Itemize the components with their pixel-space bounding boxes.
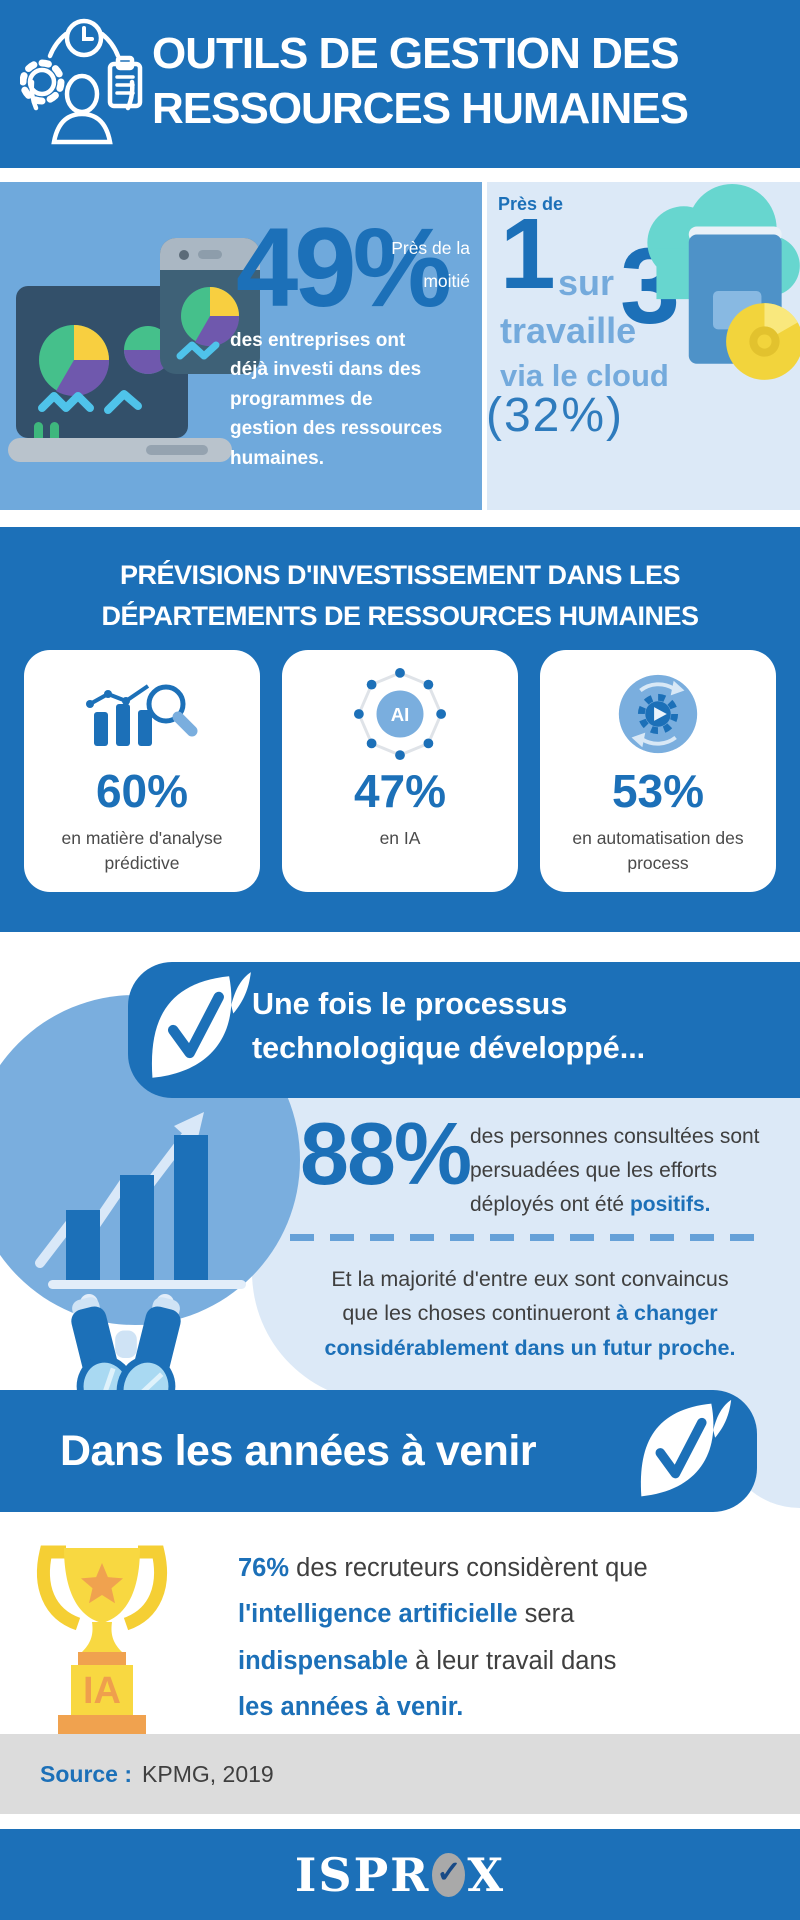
stat-49-description: des entreprises ont déjà investi dans de… [230,326,480,473]
stat-76-value: 76% [238,1554,290,1582]
majority-line3-bold: considérablement dans un futur proche. [324,1335,736,1360]
card-analyse-predictive: 60% en matière d'analyse prédictive [24,650,260,892]
futur-line2-text: sera [517,1600,575,1629]
processus-banner-line1: Une fois le processus [252,987,568,1021]
stat-49-value: 49% [236,205,452,330]
futur-paragraph: 76% des recruteurs considèrent que l'int… [238,1545,790,1731]
futur-line1-text: des recruteurs considèrent que [289,1554,648,1582]
card-value: 47% [353,765,447,817]
processus-banner-line2: technologique développé... [252,1031,646,1066]
hr-tools-icon [20,18,143,145]
card-icon-slot [611,660,705,768]
futur-line2: l'intelligence artificielle sera [238,1591,790,1637]
page-title: OUTILS DE GESTION DES RESSOURCES HUMAINE… [152,26,792,136]
card-automatisation: 53% en automatisation des process [540,650,776,892]
predictive-analytics-icon [86,684,198,746]
checkmark-leaf-icon [640,1399,732,1497]
brand-left: ISPR [294,1847,431,1902]
cloud-stat-sur: sur [558,262,615,303]
check-o-icon: ✓ [432,1852,466,1897]
stat-49-note-line2: moitié [423,271,470,292]
stat-88-desc-line3: déployés ont été positifs. [470,1188,790,1222]
stat-88-desc-bold: positifs. [629,1193,711,1217]
stat-49-note-line1: Près de la [391,238,470,258]
ai-icon-label: AI [391,704,410,725]
header-band: OUTILS DE GESTION DES RESSOURCES HUMAINE… [0,0,800,168]
majority-line2-normal: que les choses continueront [342,1301,617,1326]
card-icon-slot [81,660,203,768]
source-band: Source : KPMG, 2019 [0,1734,800,1814]
futur-line3: indispensable à leur travail dans [238,1638,790,1684]
futur-line2-bold: l'intelligence artificielle [238,1600,518,1629]
growth-chart-illustration [35,1112,246,1324]
previsions-section: PRÉVISIONS D'INVESTISSEMENT DANS LES DÉP… [0,527,800,932]
card-value: 60% [95,765,189,817]
previsions-title-line1: PRÉVISIONS D'INVESTISSEMENT DANS LES [119,560,681,590]
stat-49-desc-line: programmes de [230,388,373,410]
card-icon-slot: AI [353,660,447,768]
previsions-title: PRÉVISIONS D'INVESTISSEMENT DANS LES DÉP… [0,555,800,636]
stat-88-desc-line1: des personnes consultées sont [470,1125,760,1148]
trophy-label: IA [83,1670,121,1712]
source-label: Source : [40,1760,133,1787]
stat-88-value: 88% [300,1104,472,1203]
trophy-icon: IA [36,1545,168,1737]
previsions-title-line2: DÉPARTEMENTS DE RESSOURCES HUMAINES [101,600,699,631]
stat-49-note: Près de la moitié [378,232,470,299]
footer-band: ISPR ✓ X [0,1829,800,1920]
card-value: 53% [611,765,705,817]
cloud-book-cd-illustration [647,184,800,380]
checkmark-leaf-icon [151,972,251,1078]
majority-line2-bold: à changer [616,1301,718,1326]
futur-line3-text: à leur travail dans [408,1646,617,1675]
cloud-stat-travaille: travaille [500,310,637,351]
card-label: en matière d'analyse prédictive [61,828,223,874]
futur-line1: 76% des recruteurs considèrent que [238,1545,790,1591]
majority-paragraph: Et la majorité d'entre eux sont convainc… [288,1262,772,1365]
cloud-stat-numerator: 1 [500,198,556,310]
process-automation-icon [618,674,698,754]
isprox-logo: ISPR ✓ X [295,1848,505,1902]
cloud-stat-via: via le cloud [500,358,669,393]
processus-banner-title: Une fois le processus technologique déve… [252,982,792,1070]
laptop-analytics-illustration [8,238,260,462]
card-label: en IA [379,828,421,848]
futur-banner: Dans les années à venir [0,1390,757,1512]
processus-panel [252,1098,800,1402]
stat-88-description: des personnes consultées sont persuadées… [470,1120,790,1222]
ai-icon: AI [353,667,447,761]
futur-line4-bold: les années à venir. [238,1693,464,1722]
stat-49-desc-line: déjà investi dans des [230,359,422,381]
dashed-divider [290,1234,758,1241]
brand-check-glyph: ✓ [436,1855,464,1889]
stat-49-desc-line: gestion des ressources [230,418,443,440]
page-title-line2: RESSOURCES HUMAINES [152,84,689,133]
brand-right: X [467,1847,506,1902]
majority-line2: que les choses continueront à changer [288,1296,772,1330]
source-value: KPMG, 2019 [142,1760,274,1787]
stat-49-desc-line: des entreprises ont [230,330,406,351]
stat-49-desc-line: humaines. [230,447,324,469]
stat-88-desc-line2: persuadées que les efforts [470,1159,718,1183]
card-ia: AI 47% en IA [282,650,518,892]
majority-line1: Et la majorité d'entre eux sont convainc… [331,1267,729,1291]
stat-88-desc-tail: déployés ont été [470,1193,630,1217]
futur-line3-bold: indispensable [238,1646,409,1675]
card-label: en automatisation des process [572,828,744,874]
futur-banner-title: Dans les années à venir [60,1426,537,1475]
page-title-line1: OUTILS DE GESTION DES [152,29,680,78]
cloud-stat-lead: Près de [498,194,564,214]
cloud-stat-percent: (32%) [486,389,625,442]
